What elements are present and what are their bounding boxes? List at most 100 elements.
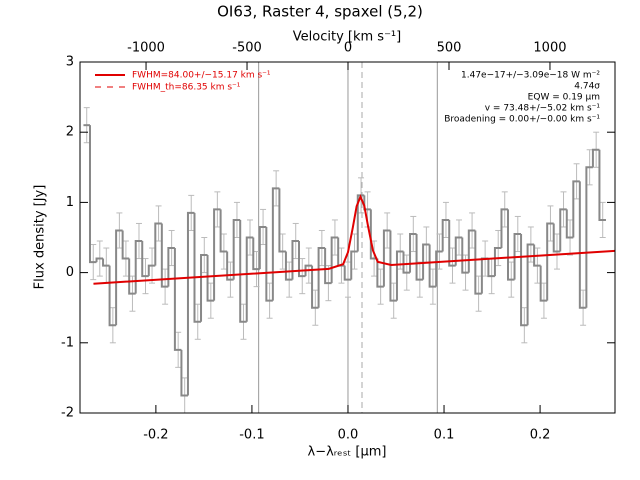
step: [324, 248, 332, 285]
step: [500, 208, 508, 249]
x2-tick-label: 500: [437, 41, 462, 56]
step: [134, 240, 143, 294]
annotation: 4.74σ: [574, 82, 600, 92]
step: [343, 265, 352, 281]
step: [252, 237, 260, 271]
step: [88, 125, 97, 264]
step: [422, 243, 430, 280]
step: [219, 209, 228, 253]
step: [95, 257, 104, 263]
y-tick-label: -1: [61, 335, 74, 350]
step: [128, 258, 136, 295]
step: [591, 148, 600, 168]
chart-title: OI63, Raster 4, spaxel (5,2): [217, 3, 423, 21]
step: [454, 236, 463, 266]
step: [428, 244, 437, 288]
step: [546, 222, 554, 301]
step: [317, 247, 326, 308]
step: [108, 265, 117, 327]
step: [435, 250, 443, 287]
x-tick-label: 0.1: [434, 428, 455, 443]
step: [559, 208, 567, 252]
step: [389, 230, 397, 302]
x2-tick-label: 1000: [533, 41, 566, 56]
step: [369, 209, 378, 260]
step: [213, 208, 221, 301]
step: [258, 225, 267, 270]
step: [147, 264, 156, 277]
step: [186, 211, 195, 396]
annotation: 1.47e−17+/−3.09e−18 W m⁻²: [461, 71, 600, 81]
step: [154, 222, 162, 266]
step: [206, 255, 215, 302]
step: [487, 258, 495, 278]
step: [239, 219, 247, 323]
step: [552, 223, 561, 253]
step: [271, 187, 280, 301]
step: [467, 229, 476, 273]
step: [121, 230, 130, 260]
step: [585, 166, 593, 308]
step: [102, 258, 110, 267]
step: [572, 180, 580, 238]
step: [539, 265, 548, 302]
step: [598, 149, 606, 221]
step: [232, 218, 241, 280]
y-tick-label: 3: [66, 55, 74, 70]
annotation: Broadening = 0.00+/−0.00 km s⁻¹: [444, 115, 600, 125]
x-tick-label: -0.1: [239, 428, 264, 443]
step: [526, 243, 535, 326]
step: [311, 265, 319, 309]
step: [297, 241, 306, 278]
step: [356, 194, 365, 252]
legend-label: FWHM=84.00+/−15.17 km s⁻¹: [132, 71, 271, 81]
fit-line: [93, 194, 616, 285]
step: [115, 229, 123, 326]
step: [173, 248, 182, 351]
step: [533, 244, 541, 267]
step: [291, 240, 299, 280]
step: [200, 254, 208, 322]
step: [382, 229, 391, 287]
step: [180, 349, 188, 397]
x2-tick-label: -1000: [127, 41, 165, 56]
step: [565, 209, 574, 239]
x-tick-label: 0.2: [530, 428, 551, 443]
step: [304, 264, 313, 277]
x2-tick-label: -500: [232, 41, 262, 56]
step: [141, 241, 149, 278]
step: [395, 250, 404, 301]
step: [245, 236, 254, 322]
step: [493, 247, 502, 277]
legend-label: FWHM_th=86.35 km s⁻¹: [132, 83, 241, 93]
step: [409, 232, 417, 273]
step: [448, 219, 456, 267]
step: [474, 230, 482, 295]
step: [578, 181, 587, 309]
step: [226, 251, 234, 281]
y-tick-label: -2: [61, 406, 74, 421]
step: [160, 223, 169, 288]
step: [278, 188, 286, 253]
x-axis-label: λ−λᵣₑₛₜ [μm]: [308, 445, 387, 460]
x2-axis-label: Velocity [km s⁻¹]: [293, 30, 401, 45]
step: [402, 251, 411, 274]
x2-tick-label: 0: [344, 41, 352, 56]
x-tick-label: -0.2: [143, 428, 168, 443]
annotation: EQW = 0.19 μm: [528, 93, 600, 103]
step: [284, 251, 293, 281]
y-tick-label: 1: [66, 195, 74, 210]
step: [415, 233, 424, 281]
step: [441, 218, 450, 252]
step: [350, 250, 358, 280]
y-tick-label: 0: [66, 265, 74, 280]
step: [193, 212, 202, 323]
step: [265, 226, 273, 302]
step: [376, 258, 384, 288]
step: [461, 237, 469, 274]
step: [520, 233, 528, 327]
y-tick-label: 2: [66, 125, 74, 140]
step: [513, 232, 522, 280]
